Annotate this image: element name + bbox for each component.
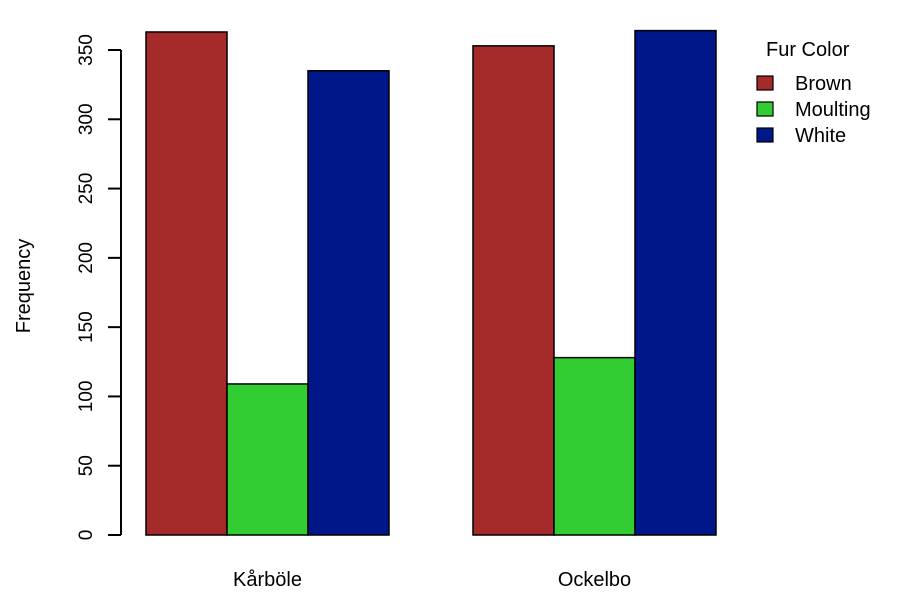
bar-brown-2: [472, 45, 555, 536]
y-tick-label: 50: [76, 455, 97, 476]
bar-white-1: [307, 70, 390, 536]
category-labels: Kårböle Ockelbo: [233, 569, 631, 591]
bar-moulting-2: [553, 356, 636, 536]
y-axis-title: Frequency: [13, 239, 35, 334]
legend: Fur Color Brown Moulting White: [756, 39, 871, 147]
category-label: Ockelbo: [558, 569, 631, 591]
y-axis-ticks: 0 50 100 150 200 250 300 350: [76, 34, 121, 540]
y-tick-label: 200: [76, 242, 97, 274]
legend-label-white: White: [795, 125, 846, 147]
y-tick-label: 150: [76, 311, 97, 343]
y-tick-label: 350: [76, 34, 97, 66]
bar-moulting-1: [226, 383, 309, 536]
bar-brown-1: [145, 31, 228, 536]
legend-swatch-moulting: [756, 101, 774, 117]
legend-swatch-white: [756, 127, 774, 143]
bar-white-2: [634, 29, 717, 536]
y-tick-label: 250: [76, 173, 97, 205]
y-tick-label: 300: [76, 103, 97, 135]
legend-swatch-brown: [756, 75, 774, 91]
legend-label-brown: Brown: [795, 73, 852, 95]
bar-series: [145, 29, 717, 536]
category-label: Kårböle: [233, 569, 302, 591]
legend-title: Fur Color: [766, 39, 850, 61]
y-tick-label: 100: [76, 381, 97, 413]
legend-label-moulting: Moulting: [795, 99, 871, 121]
y-tick-label: 0: [76, 530, 97, 541]
